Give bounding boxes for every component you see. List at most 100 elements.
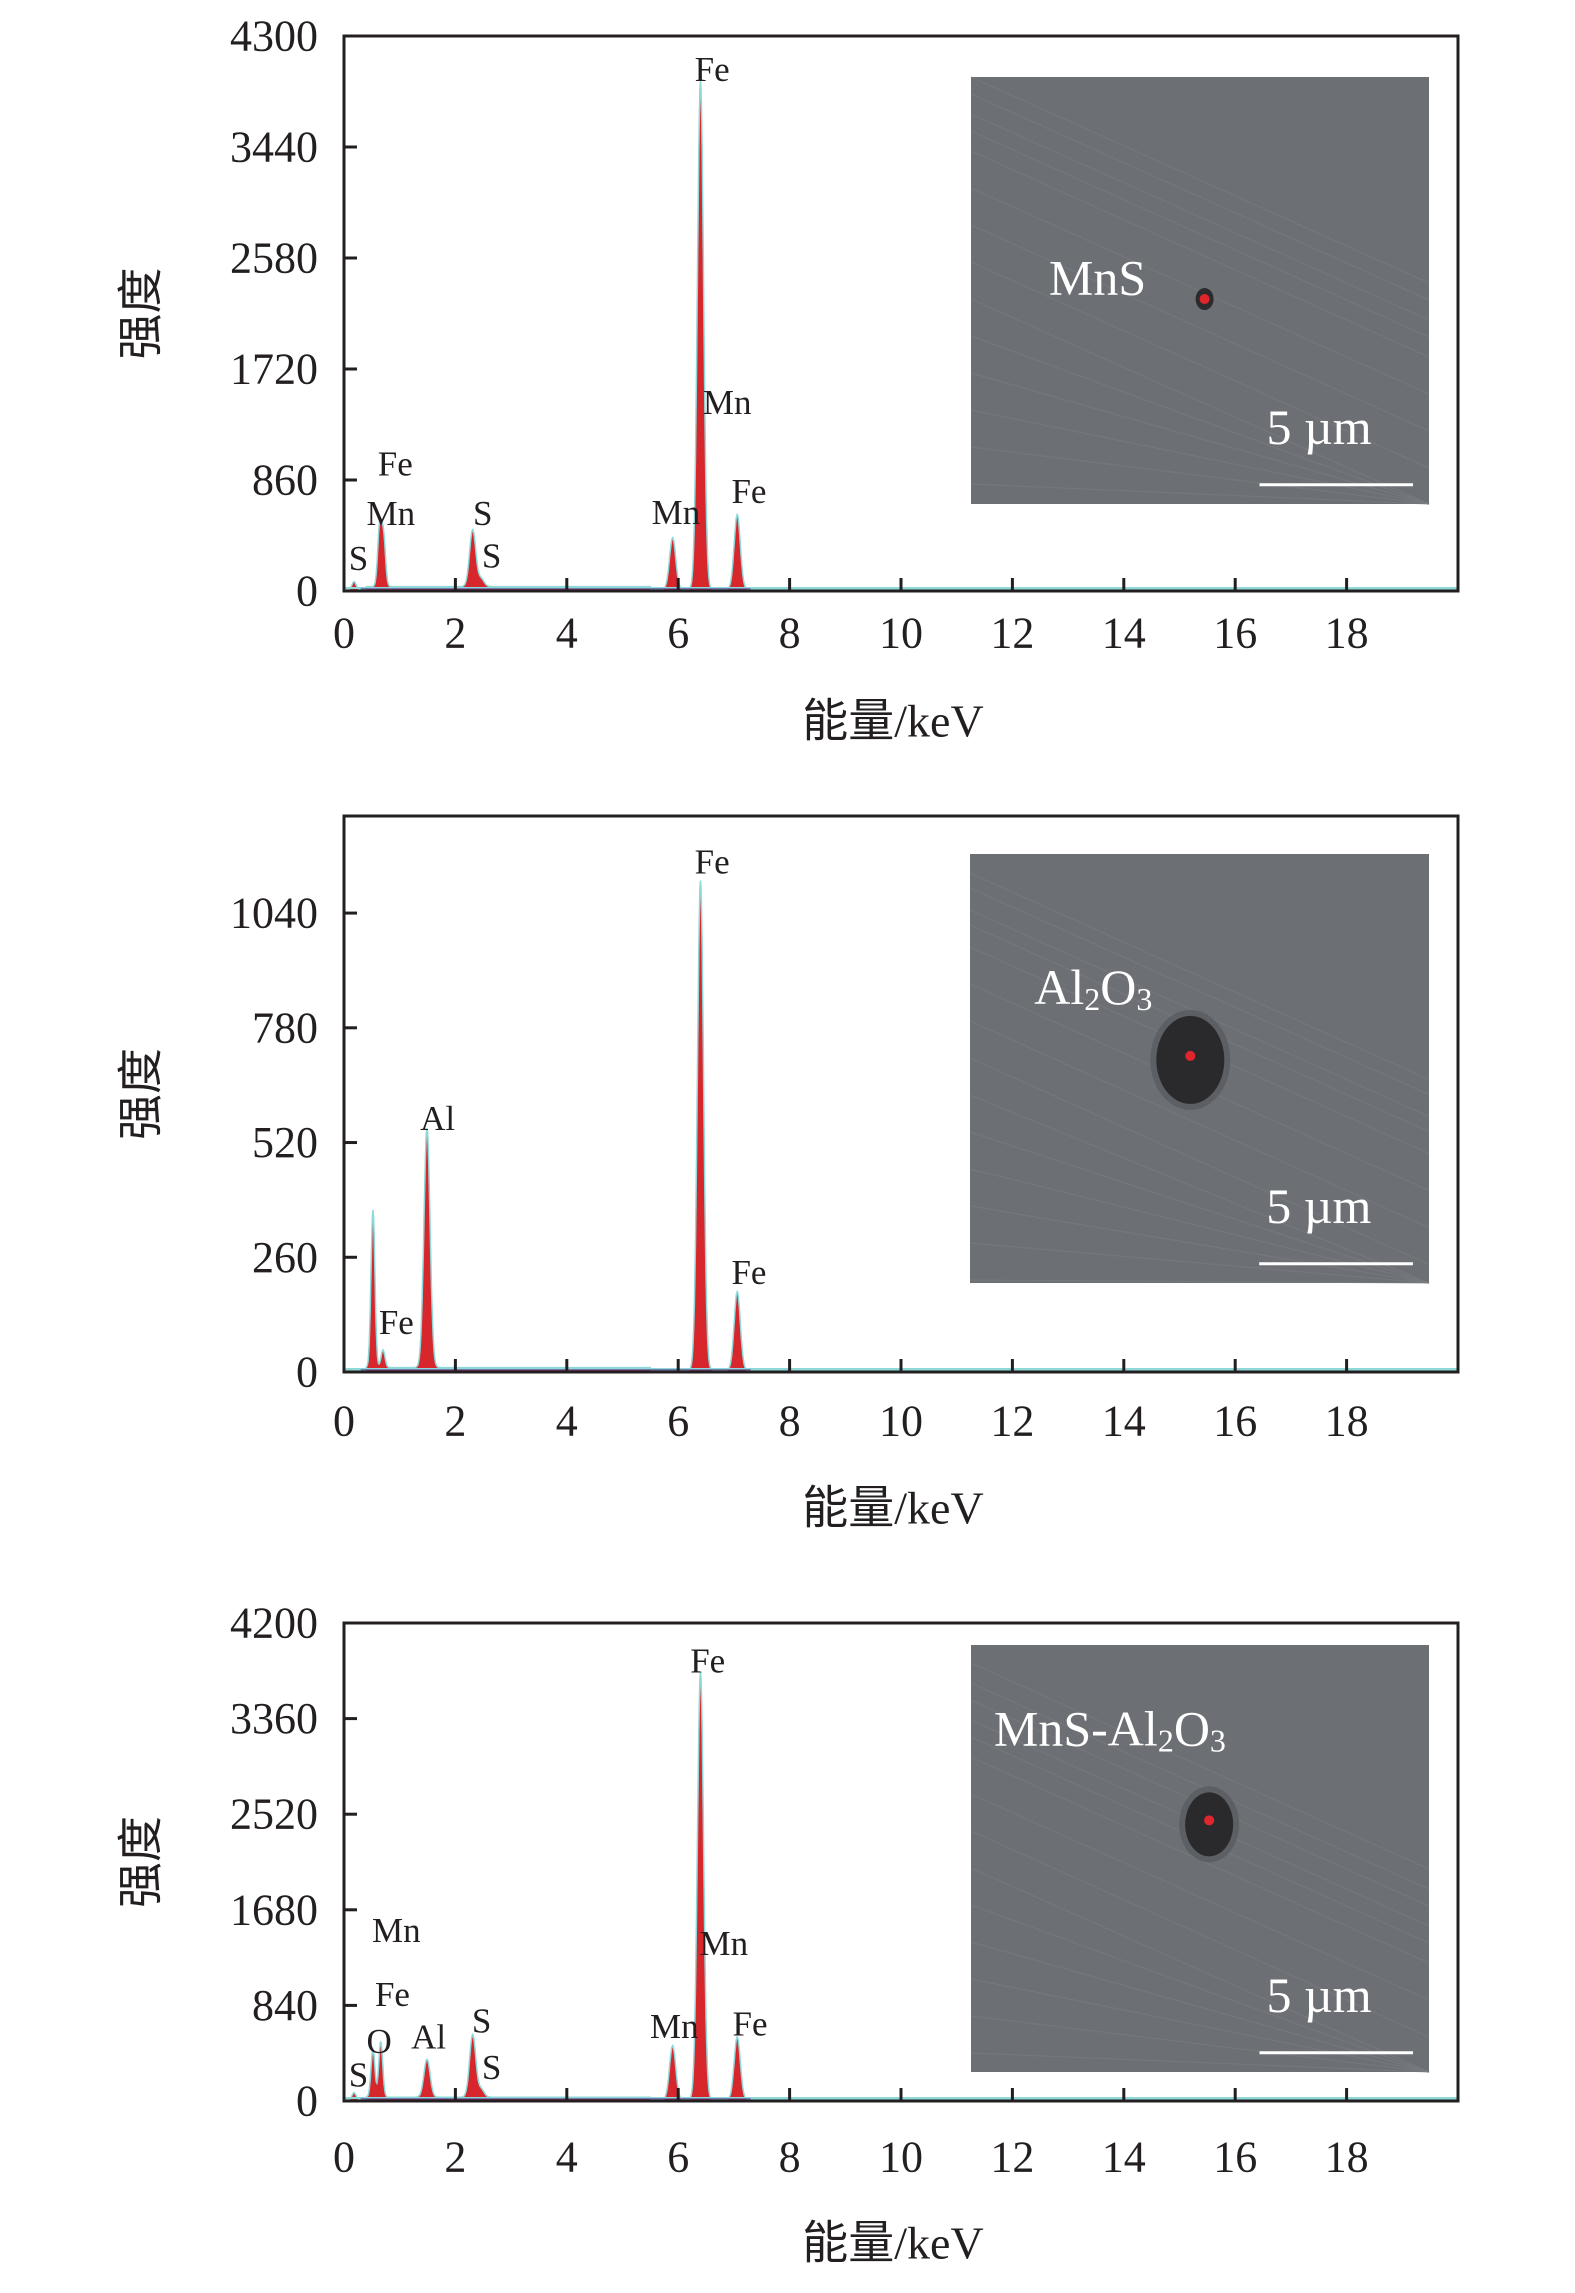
inclusion-label-part: 2 [1158, 1722, 1174, 1758]
y-tick-label: 520 [252, 1118, 318, 1167]
polish-scratch [969, 1242, 1430, 1284]
polish-scratch [970, 1867, 1430, 2073]
y-tick-label: 260 [252, 1233, 318, 1282]
x-tick-label: 10 [879, 609, 923, 658]
polish-scratch [970, 298, 1430, 505]
x-tick-label: 4 [556, 609, 578, 658]
inclusion-label-part: 3 [1210, 1722, 1226, 1758]
polish-scratch [970, 1978, 1430, 2073]
sem-inset-image: Al2O3 5 µm [969, 854, 1430, 1284]
x-tick-label: 8 [779, 2133, 801, 2182]
y-tick-label: 0 [296, 2077, 318, 2126]
polish-scratch [969, 1205, 1430, 1284]
spectrum-chart-1: 0 2 4 6 8 10 12 14 16 18 0 860 1720 2580 3440 4300 能量/ke… [116, 12, 1460, 747]
x-tick-label: 0 [333, 1397, 355, 1446]
sem-inset-image: MnS 5 µm [970, 76, 1430, 505]
y-tick-label: 780 [252, 1003, 318, 1052]
x-tick-label: 14 [1102, 609, 1146, 658]
y-axis-label: 强度 [116, 1048, 167, 1140]
y-tick-label: 1040 [230, 889, 318, 938]
peak-label: Fe [695, 50, 730, 89]
polish-scratch [969, 872, 1430, 1081]
x-tick-label: 10 [879, 1397, 923, 1446]
x-tick-label: 14 [1102, 1397, 1146, 1446]
peak-label: Fe [378, 444, 413, 483]
inclusion-label-part: Al [1034, 959, 1084, 1015]
x-axis-label: 能量/keV [802, 696, 983, 747]
x-tick-label: 12 [990, 609, 1034, 658]
y-axis-label: 强度 [116, 1816, 167, 1908]
peak-label: Fe [695, 842, 730, 881]
inclusion-label-part: O [1100, 959, 1136, 1015]
peak-label: S [349, 2055, 368, 2094]
inclusion-label: MnS [1049, 250, 1146, 306]
x-tick-label: 2 [444, 2133, 466, 2182]
polish-scratch [969, 1131, 1430, 1284]
y-tick-label: 3440 [230, 123, 318, 172]
peak-label: Mn [372, 1911, 421, 1950]
peak-label: Mn [366, 494, 415, 533]
polish-scratch [970, 1904, 1430, 2073]
scale-bar-label: 5 µm [1266, 1967, 1371, 2023]
inclusion-label-part: 3 [1136, 981, 1152, 1017]
inclusion-label-part: O [1174, 1700, 1210, 1756]
peak-label: Mn [703, 383, 752, 422]
x-tick-label: 8 [779, 609, 801, 658]
polish-scratch [970, 483, 1430, 505]
x-tick-label: 6 [667, 609, 689, 658]
x-tick-label: 12 [990, 1397, 1034, 1446]
inclusion-label-part: 2 [1084, 981, 1100, 1017]
peak-label: S [349, 539, 368, 578]
polish-scratch [969, 887, 1430, 1096]
peak-label: Fe [733, 2004, 768, 2043]
inclusion-label: MnS-Al2O3 [994, 1700, 1226, 1758]
y-tick-label: 1720 [230, 345, 318, 394]
y-tick-label: 2520 [230, 1790, 318, 1839]
x-tick-label: 0 [333, 2133, 355, 2182]
y-tick-label: 4300 [230, 12, 318, 61]
analysis-point-marker [1204, 1815, 1215, 1826]
peak-label: Mn [700, 1924, 749, 1963]
polish-scratch [970, 446, 1430, 505]
polish-scratch [970, 409, 1430, 505]
x-tick-label: 18 [1325, 609, 1369, 658]
x-tick-label: 8 [779, 1397, 801, 1446]
peak-label: S [482, 537, 501, 576]
inclusion-label: Al2O3 [1034, 959, 1152, 1017]
polish-scratch [969, 1020, 1430, 1229]
peak-label: S [472, 2001, 491, 2040]
peak-label: S [482, 2048, 501, 2087]
analysis-point-marker [1185, 1050, 1196, 1061]
inclusion-label-part: MnS-Al [994, 1700, 1158, 1756]
peak-label: O [366, 2022, 391, 2061]
x-tick-label: 14 [1102, 2133, 1146, 2182]
x-tick-label: 6 [667, 1397, 689, 1446]
polish-scratch [970, 335, 1430, 505]
polish-scratch [970, 150, 1430, 358]
x-tick-label: 10 [879, 2133, 923, 2182]
y-axis-label: 强度 [116, 268, 167, 360]
polish-scratch [969, 1094, 1430, 1284]
polish-scratch [970, 1830, 1430, 2038]
peak-label: Mn [650, 2007, 699, 2046]
x-tick-label: 16 [1213, 2133, 1257, 2182]
x-tick-label: 2 [444, 609, 466, 658]
x-tick-label: 0 [333, 609, 355, 658]
x-tick-label: 4 [556, 2133, 578, 2182]
peak-label: Fe [375, 1975, 410, 2014]
polish-scratch [970, 76, 1430, 284]
polish-scratch [970, 1793, 1430, 2001]
y-tick-label: 4200 [230, 1599, 318, 1648]
polish-scratch [970, 1662, 1430, 1870]
y-tick-label: 0 [296, 567, 318, 616]
analysis-point-marker [1199, 294, 1210, 305]
polish-scratch [970, 1682, 1430, 1890]
y-tick-label: 3360 [230, 1694, 318, 1743]
polish-scratch [970, 372, 1430, 505]
y-tick-label: 2580 [230, 234, 318, 283]
y-tick-label: 1680 [230, 1885, 318, 1934]
x-tick-label: 12 [990, 2133, 1034, 2182]
inclusion-label-part: MnS [1049, 250, 1146, 306]
x-tick-label: 18 [1325, 2133, 1369, 2182]
